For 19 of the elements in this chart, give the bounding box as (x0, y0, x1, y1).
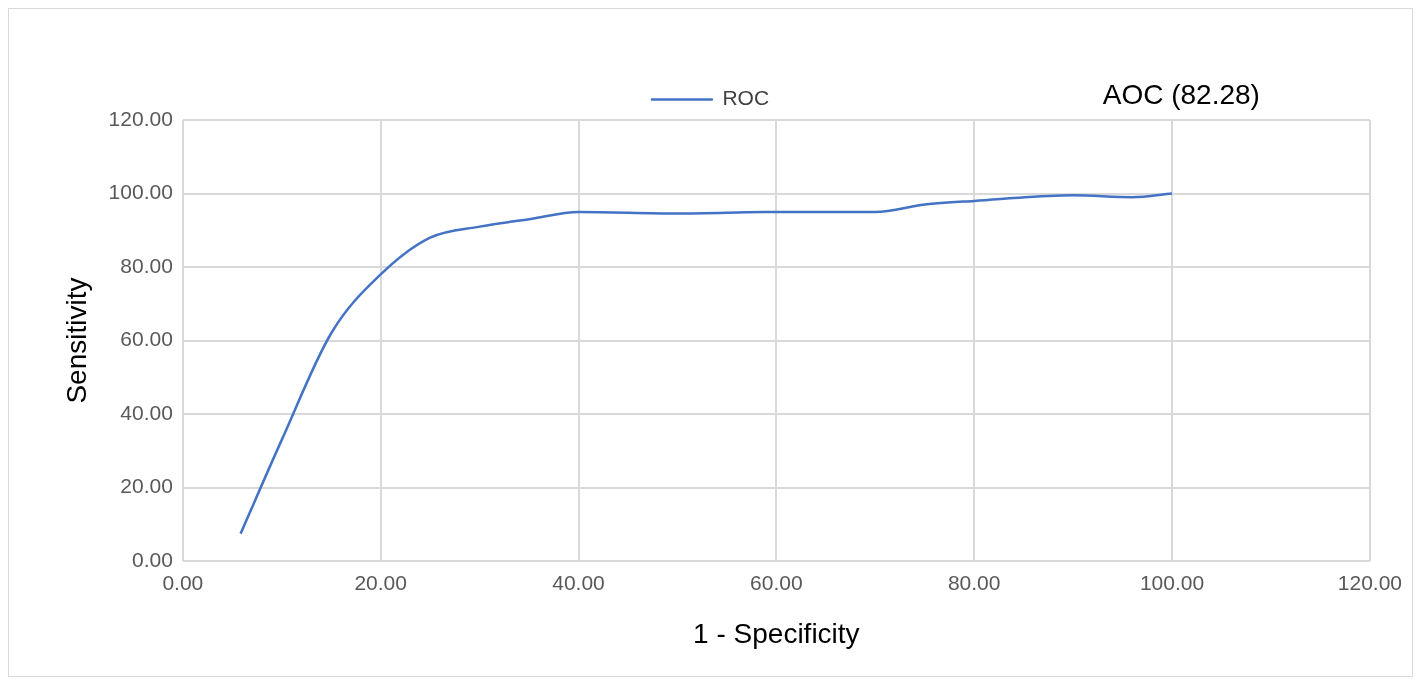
legend-label: ROC (722, 86, 770, 110)
text: AOC (82.28) (1102, 78, 1260, 110)
y-axis-title: Sensitivity (60, 277, 92, 404)
x-axis-title: 1 - Specificity (693, 617, 860, 649)
x-tick-label: 20.00 (354, 570, 407, 594)
y-tick-label: 0.00 (131, 548, 173, 571)
x-tick-label: 80.00 (947, 570, 1001, 594)
line-series (239, 192, 1174, 535)
y-tick-label: 120.00 (108, 106, 173, 130)
x-tick-label: 60.00 (750, 570, 803, 594)
x-tick-label: 120.00 (1337, 570, 1402, 594)
y-tick-label: 100.00 (108, 180, 173, 204)
y-tick-label: 80.00 (120, 253, 173, 277)
y-tick-label: 60.00 (120, 327, 173, 351)
x-tick-label: 0.00 (162, 570, 204, 594)
y-tick-label: 40.00 (120, 400, 173, 424)
x-tick-label: 40.00 (552, 570, 605, 594)
x-tick-label: 100.00 (1139, 570, 1205, 594)
y-tick-label: 20.00 (120, 474, 173, 498)
